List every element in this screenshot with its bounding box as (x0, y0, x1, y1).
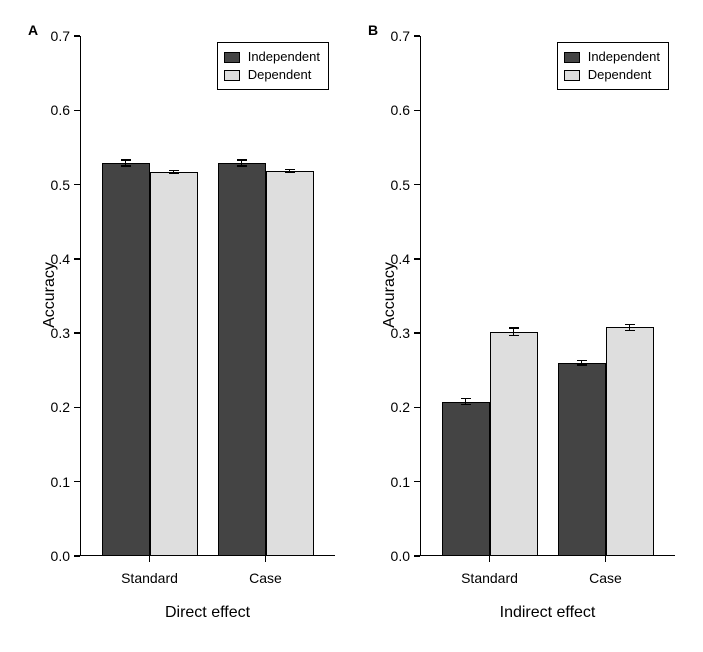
bar (102, 163, 150, 556)
bar (442, 402, 490, 557)
ytick (74, 35, 80, 37)
bar (150, 172, 198, 556)
legend-label: Dependent (248, 66, 312, 84)
ytick (414, 332, 420, 334)
ytick-label: 0.6 (380, 102, 410, 118)
xtick (489, 556, 491, 562)
ytick (74, 332, 80, 334)
errorbar-cap (625, 330, 635, 331)
xtick (149, 556, 151, 562)
errorbar-cap (461, 404, 471, 405)
ytick (414, 555, 420, 557)
legend-swatch (564, 70, 580, 81)
ytick-label: 0.1 (380, 474, 410, 490)
legend-item: Independent (564, 48, 660, 66)
x-axis-label: Direct effect (165, 604, 250, 622)
ytick-label: 0.7 (380, 28, 410, 44)
ytick (74, 555, 80, 557)
panel-letter: A (28, 22, 38, 38)
x-axis-label: Indirect effect (500, 604, 596, 622)
bar (218, 163, 266, 556)
panel-A: 0.00.10.20.30.40.50.60.7AccuracyStandard… (80, 36, 335, 556)
bar (606, 327, 654, 556)
legend-label: Independent (248, 48, 320, 66)
xtick (605, 556, 607, 562)
ytick (414, 110, 420, 112)
legend-item: Dependent (564, 66, 660, 84)
ytick-label: 0.7 (40, 28, 70, 44)
ytick (414, 407, 420, 409)
errorbar-cap (169, 173, 179, 174)
errorbar-cap (237, 165, 247, 166)
ytick (414, 184, 420, 186)
ytick-label: 0.1 (40, 474, 70, 490)
legend: IndependentDependent (557, 42, 669, 90)
ytick (74, 110, 80, 112)
xtick (265, 556, 267, 562)
ytick (74, 258, 80, 260)
errorbar-cap (509, 335, 519, 336)
xtick-label: Standard (461, 570, 518, 586)
legend-item: Dependent (224, 66, 320, 84)
xtick-label: Standard (121, 570, 178, 586)
legend-label: Dependent (588, 66, 652, 84)
ytick-label: 0.0 (40, 548, 70, 564)
errorbar-cap (121, 159, 131, 160)
ytick-label: 0.0 (380, 548, 410, 564)
errorbar-cap (461, 398, 471, 399)
errorbar-cap (577, 364, 587, 365)
panel-letter: B (368, 22, 378, 38)
ytick-label: 0.2 (40, 399, 70, 415)
errorbar-cap (285, 169, 295, 170)
legend-swatch (564, 52, 580, 63)
legend: IndependentDependent (217, 42, 329, 90)
bar (266, 171, 314, 556)
errorbar-cap (509, 327, 519, 328)
ytick-label: 0.5 (380, 177, 410, 193)
y-axis-label: Accuracy (41, 255, 59, 335)
ytick (74, 184, 80, 186)
errorbar-cap (169, 170, 179, 171)
bar (490, 332, 538, 556)
legend-item: Independent (224, 48, 320, 66)
errorbar-cap (625, 324, 635, 325)
errorbar-cap (237, 159, 247, 160)
legend-swatch (224, 52, 240, 63)
ytick (74, 407, 80, 409)
xtick-label: Case (589, 570, 622, 586)
figure: 0.00.10.20.30.40.50.60.7AccuracyStandard… (0, 0, 703, 652)
ytick-label: 0.6 (40, 102, 70, 118)
legend-swatch (224, 70, 240, 81)
errorbar-cap (285, 172, 295, 173)
ytick (414, 481, 420, 483)
y-axis-label: Accuracy (381, 255, 399, 335)
ytick-label: 0.2 (380, 399, 410, 415)
ytick (414, 35, 420, 37)
panel-B: 0.00.10.20.30.40.50.60.7AccuracyStandard… (420, 36, 675, 556)
ytick-label: 0.5 (40, 177, 70, 193)
bar (558, 363, 606, 556)
ytick (414, 258, 420, 260)
xtick-label: Case (249, 570, 282, 586)
errorbar-cap (121, 165, 131, 166)
errorbar-cap (577, 360, 587, 361)
legend-label: Independent (588, 48, 660, 66)
ytick (74, 481, 80, 483)
